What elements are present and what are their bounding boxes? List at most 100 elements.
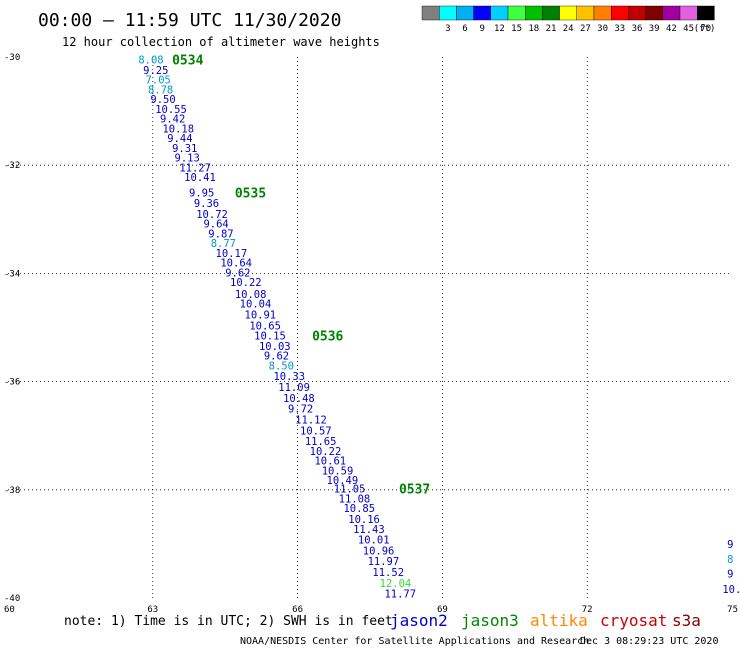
- swh-label: 9: [727, 539, 733, 551]
- colorbar-swatch: [611, 5, 629, 21]
- latitude-tick-labels: -30 -32 -34 -36 -38 -40: [4, 53, 20, 604]
- colorbar-swatch: [439, 5, 457, 21]
- swh-label: 12.04: [380, 578, 412, 590]
- time-labels: 0534 0535 0536 0537: [172, 54, 430, 498]
- swh-label: 9.87: [208, 228, 233, 240]
- colorbar-swatch: [697, 5, 715, 21]
- swh-label: 9.50: [150, 94, 175, 106]
- swh-label: 8: [727, 554, 733, 566]
- y-tick-label: -38: [4, 486, 20, 496]
- colorbar-label: 9: [479, 24, 484, 34]
- y-tick-label: -34: [4, 269, 20, 279]
- swh-label: 10.01: [358, 535, 390, 547]
- swh-label: 11.12: [295, 414, 327, 426]
- swh-label: 11.52: [372, 567, 404, 579]
- colorbar-label: 30: [597, 24, 608, 34]
- swh-label: 9.31: [172, 143, 197, 155]
- colorbar-label: 70: [700, 24, 711, 34]
- swh-label: 11.27: [179, 162, 211, 174]
- satellite-jason3-label: jason3: [461, 611, 519, 630]
- colorbar-label: 33: [614, 24, 625, 34]
- x-tick-label: 63: [147, 605, 158, 615]
- time-label: 0534: [172, 54, 203, 69]
- y-tick-label: -36: [4, 378, 20, 388]
- swh-label: 9.25: [143, 65, 168, 77]
- colorbar-swatch: [628, 5, 646, 21]
- colorbar-label: 45: [683, 24, 694, 34]
- colorbar-label: 3: [445, 24, 450, 34]
- colorbar-swatch: [662, 5, 681, 21]
- colorbar-swatch: [559, 5, 577, 21]
- swh-label: 10.57: [300, 425, 332, 437]
- x-tick-label: 60: [4, 605, 15, 615]
- footer-credit: NOAA/NESDIS Center for Satellite Applica…: [240, 636, 589, 647]
- colorbar-swatch: [645, 5, 663, 21]
- colorbar-label: 36: [632, 24, 643, 34]
- swh-label: 9.62: [225, 267, 250, 279]
- colorbar-unit: (ft): [694, 24, 716, 34]
- color-legend: 3 6 9 12 15 18 21 24 27 30 33 36 39 42 45 70(ft): [421, 5, 716, 34]
- footer-note: note: 1) Time is in UTC; 2) SWH is in fe…: [64, 614, 393, 629]
- swh-label: 9.13: [175, 153, 200, 165]
- colorbar-swatch: [421, 5, 440, 21]
- x-tick-label: 66: [292, 605, 303, 615]
- swh-label: 9.36: [194, 198, 219, 210]
- lat-lon-grid: [8, 57, 732, 598]
- swh-label: 10.96: [363, 545, 395, 557]
- swh-label: 11.77: [384, 589, 416, 601]
- swh-label: 9.95: [189, 187, 214, 199]
- swh-label: 9.62: [264, 351, 289, 363]
- satellite-cryosat-label: cryosat: [600, 611, 667, 630]
- colorbar-swatch: [593, 5, 612, 21]
- swh-label: 10.49: [327, 475, 359, 487]
- swh-label: 11.09: [278, 382, 310, 394]
- swh-label: 9: [727, 569, 733, 581]
- swh-label: 10.03: [259, 341, 291, 353]
- colorbar-swatch: [490, 5, 509, 21]
- footer-timestamp: Dec 3 08:29:23 UTC 2020: [580, 636, 718, 647]
- swh-label: 10.18: [162, 123, 194, 135]
- y-tick-label: -40: [4, 594, 20, 604]
- swh-label: 11.05: [334, 484, 366, 496]
- swh-label: 10.55: [155, 104, 187, 116]
- swh-label: 11.97: [368, 556, 400, 568]
- swh-label: 10.64: [220, 258, 252, 270]
- colorbar-swatch: [473, 5, 492, 21]
- swh-label: 10.04: [240, 299, 272, 311]
- swh-label: 10.91: [245, 310, 277, 322]
- swh-label: 10.: [722, 584, 740, 596]
- swh-label: 9.64: [203, 219, 228, 231]
- chart-title: 00:00 – 11:59 UTC 11/30/2020: [38, 10, 341, 31]
- swh-label: 8.77: [211, 238, 236, 250]
- colorbar-swatch: [542, 5, 560, 21]
- swh-label: 8.78: [148, 84, 173, 96]
- swh-label: 10.61: [314, 456, 346, 468]
- colorbar-label: 24: [563, 24, 574, 34]
- y-tick-label: -32: [4, 161, 20, 171]
- swh-label: 10.08: [235, 289, 267, 301]
- x-tick-label: 75: [727, 605, 738, 615]
- colorbar-swatch: [679, 5, 698, 21]
- swh-label: 10.72: [196, 209, 228, 221]
- swh-label: 10.15: [254, 331, 286, 343]
- satellite-legend: jason2 jason3 altika cryosat s3a: [390, 611, 701, 630]
- swh-label: 11.08: [339, 493, 371, 505]
- swh-label: 11.65: [305, 436, 337, 448]
- longitude-tick-labels: 60 63 66 69 72 75: [4, 605, 738, 615]
- time-label: 0536: [312, 330, 343, 345]
- time-label: 0537: [399, 483, 430, 498]
- satellite-altika-label: altika: [530, 611, 588, 630]
- colorbar-swatch: [525, 5, 543, 21]
- swh-label: 7.05: [146, 75, 171, 87]
- swh-label: 11.43: [353, 524, 385, 536]
- colorbar-label: 39: [649, 24, 660, 34]
- x-tick-label: 72: [582, 605, 593, 615]
- swh-label: 10.22: [310, 446, 342, 458]
- x-tick-label: 69: [437, 605, 448, 615]
- time-label: 0535: [235, 186, 266, 201]
- colorbar-label: 6: [462, 24, 467, 34]
- swh-label: 10.16: [348, 514, 380, 526]
- colorbar-label: 27: [580, 24, 591, 34]
- swh-label: 9.44: [167, 133, 192, 145]
